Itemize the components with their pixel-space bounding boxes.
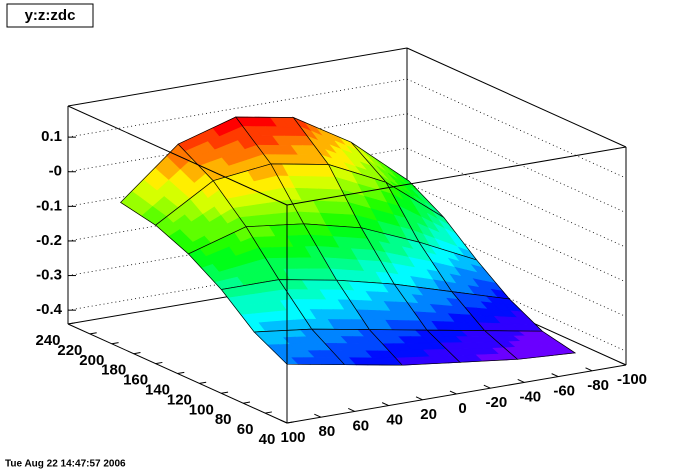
y-tick — [133, 352, 141, 355]
y-tick — [177, 371, 185, 374]
surface-cell — [393, 283, 486, 331]
x-tick-label: -80 — [587, 377, 609, 394]
y-tick — [199, 381, 207, 384]
y-tick — [243, 401, 251, 404]
x-tick — [517, 378, 525, 383]
y-tick — [67, 322, 75, 325]
box-edge — [286, 146, 627, 206]
y-tick-label: 100 — [189, 401, 214, 418]
x-tick — [381, 402, 389, 407]
x-tick-label: -100 — [617, 371, 647, 388]
surface-cell — [155, 180, 247, 255]
x-tick-label: 20 — [420, 406, 437, 423]
x-tick — [348, 407, 356, 412]
y-tick-label: 240 — [35, 332, 60, 349]
y-tick-label: 180 — [101, 362, 126, 379]
surface-cell — [418, 241, 511, 300]
x-tick-label: 40 — [386, 412, 403, 429]
y-tick-label: 220 — [57, 342, 82, 359]
y-tick-label: 120 — [167, 391, 192, 408]
box-edge — [67, 105, 288, 206]
surface-cell — [310, 328, 404, 366]
y-tick — [155, 361, 163, 365]
surface-cell — [335, 279, 428, 331]
surface-cell — [483, 330, 577, 360]
title-box — [6, 3, 94, 28]
z-tick-label: -0.1 — [36, 197, 62, 214]
y-tick-label: 80 — [215, 411, 232, 428]
surface-cell — [270, 163, 362, 229]
surface-cell — [220, 279, 313, 333]
surface-cell — [245, 223, 338, 281]
x-tick — [415, 396, 423, 401]
x-tick — [280, 419, 288, 424]
x-tick-label: -40 — [519, 388, 541, 405]
surface-cell — [368, 329, 461, 366]
date-stamp: Tue Aug 22 14:47:57 2006 — [5, 459, 126, 470]
x-tick-label: 80 — [319, 423, 336, 440]
surface-cell — [235, 116, 330, 165]
y-tick — [286, 421, 294, 424]
y-tick-label: 60 — [237, 421, 254, 438]
y-tick-label: 140 — [145, 381, 170, 398]
surface-cell — [278, 279, 371, 330]
y-tick-label: 160 — [123, 372, 148, 389]
surface-cell — [385, 181, 478, 261]
x-tick — [449, 390, 457, 395]
x-tick — [551, 373, 559, 378]
z-tick-label: -0.4 — [36, 301, 63, 318]
chart-title: y:z:zdc — [25, 7, 76, 24]
z-tick-label: 0.1 — [41, 128, 62, 145]
x-tick-label: 60 — [352, 417, 369, 434]
y-tick — [265, 411, 272, 414]
surface-cell — [450, 291, 544, 332]
z-tick-label: -0 — [49, 163, 62, 180]
x-tick — [619, 361, 627, 366]
surface-mesh — [483, 330, 577, 360]
grid-line — [67, 113, 627, 214]
grid-line — [67, 78, 627, 179]
surface — [120, 116, 577, 366]
x-tick — [585, 367, 593, 372]
z-tick-label: -0.2 — [36, 232, 62, 249]
x-tick-label: 0 — [458, 400, 466, 417]
y-tick — [89, 332, 97, 335]
grid-line — [67, 182, 627, 283]
y-tick-label: 40 — [259, 431, 276, 448]
box-edge — [67, 47, 408, 107]
box-edge — [406, 47, 627, 148]
y-tick — [111, 342, 119, 345]
grid-line — [67, 251, 627, 352]
z-tick-label: -0.3 — [36, 267, 62, 284]
surface-cell — [253, 328, 346, 366]
x-tick — [483, 384, 491, 389]
surface-cell — [120, 143, 214, 226]
x-tick — [314, 413, 322, 418]
y-tick — [221, 391, 229, 394]
x-tick-label: 100 — [280, 429, 305, 446]
x-tick-label: -60 — [553, 383, 575, 400]
grid-line — [67, 217, 627, 317]
x-tick-label: -20 — [486, 394, 508, 411]
grid-line — [67, 147, 627, 248]
y-tick-label: 200 — [79, 352, 104, 369]
